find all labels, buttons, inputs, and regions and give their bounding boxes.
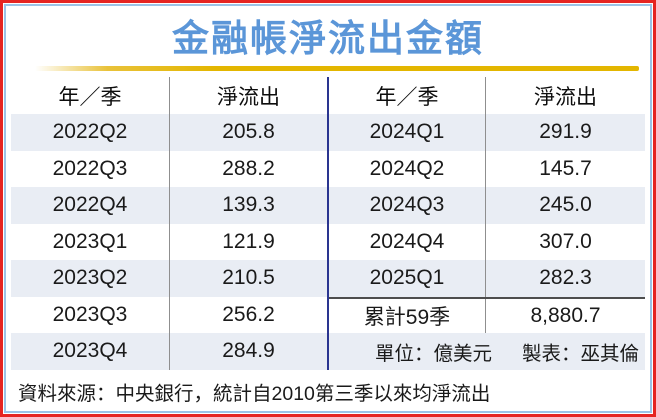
table-row: 2023Q3 256.2 [11,296,327,333]
table-right-half: 年／季 淨流出 2024Q1 291.9 2024Q2 145.7 2024Q3… [329,77,645,370]
column-header-outflow: 淨流出 [217,85,280,109]
table-row: 2024Q2 145.7 [329,150,645,187]
table-row: 2023Q4 284.9 [11,333,327,370]
value-cell: 291.9 [539,120,592,144]
value-cell: 245.0 [539,193,592,217]
value-cell: 145.7 [539,156,592,180]
table-left-half: 年／季 淨流出 2022Q2 205.8 2022Q3 288.2 2022Q4… [11,77,327,370]
period-cell: 2024Q1 [329,114,486,151]
unit-label: 單位：億美元 [374,342,492,365]
value-cell: 288.2 [222,156,275,180]
table-row: 2022Q2 205.8 [11,114,327,151]
table-row: 2023Q2 210.5 [11,260,327,297]
summary-row: 累計59季 8,880.7 [329,296,645,333]
table-row: 2024Q4 307.0 [329,223,645,260]
table-row: 2022Q4 139.3 [11,187,327,224]
value-cell: 205.8 [222,120,275,144]
period-cell: 2022Q2 [11,114,170,151]
period-cell: 2023Q2 [11,260,170,297]
column-header-period: 年／季 [11,77,170,114]
center-navy-divider [327,77,329,370]
value-cell: 256.2 [222,302,275,326]
period-cell: 2024Q4 [329,223,486,260]
source-note: 資料來源：中央銀行，統計自2010第三季以來均淨流出 [18,383,491,405]
summary-value: 8,880.7 [530,303,601,327]
period-cell: 2024Q2 [329,150,486,187]
period-cell: 2023Q1 [11,223,170,260]
value-cell: 307.0 [539,229,592,253]
table-header-row: 年／季 淨流出 [11,77,327,114]
column-header-period: 年／季 [329,77,486,114]
period-cell: 2023Q3 [11,296,170,333]
data-table: 年／季 淨流出 2022Q2 205.8 2022Q3 288.2 2022Q4… [11,77,645,370]
table-row: 2025Q1 282.3 [329,260,645,297]
table-row: 2022Q3 288.2 [11,150,327,187]
page-title: 金融帳淨流出金額 [172,18,484,59]
summary-label: 累計59季 [329,298,486,333]
value-cell: 121.9 [222,229,275,253]
value-cell: 210.5 [222,266,275,290]
notes-row: 單位：億美元 製表：巫其倫 [329,333,645,370]
value-cell: 284.9 [222,339,275,363]
table-row: 2024Q3 245.0 [329,187,645,224]
value-cell: 139.3 [222,193,275,217]
period-cell: 2022Q3 [11,150,170,187]
table-header-row: 年／季 淨流出 [329,77,645,114]
period-cell: 2024Q3 [329,187,486,224]
period-cell: 2025Q1 [329,260,486,297]
table-row: 2023Q1 121.9 [11,223,327,260]
period-cell: 2023Q4 [11,333,170,370]
period-cell: 2022Q4 [11,187,170,224]
column-header-outflow: 淨流出 [534,85,597,109]
credit-label: 製表：巫其倫 [521,342,639,365]
value-cell: 282.3 [539,266,592,290]
gold-divider-bar [35,66,639,71]
table-row: 2024Q1 291.9 [329,114,645,151]
